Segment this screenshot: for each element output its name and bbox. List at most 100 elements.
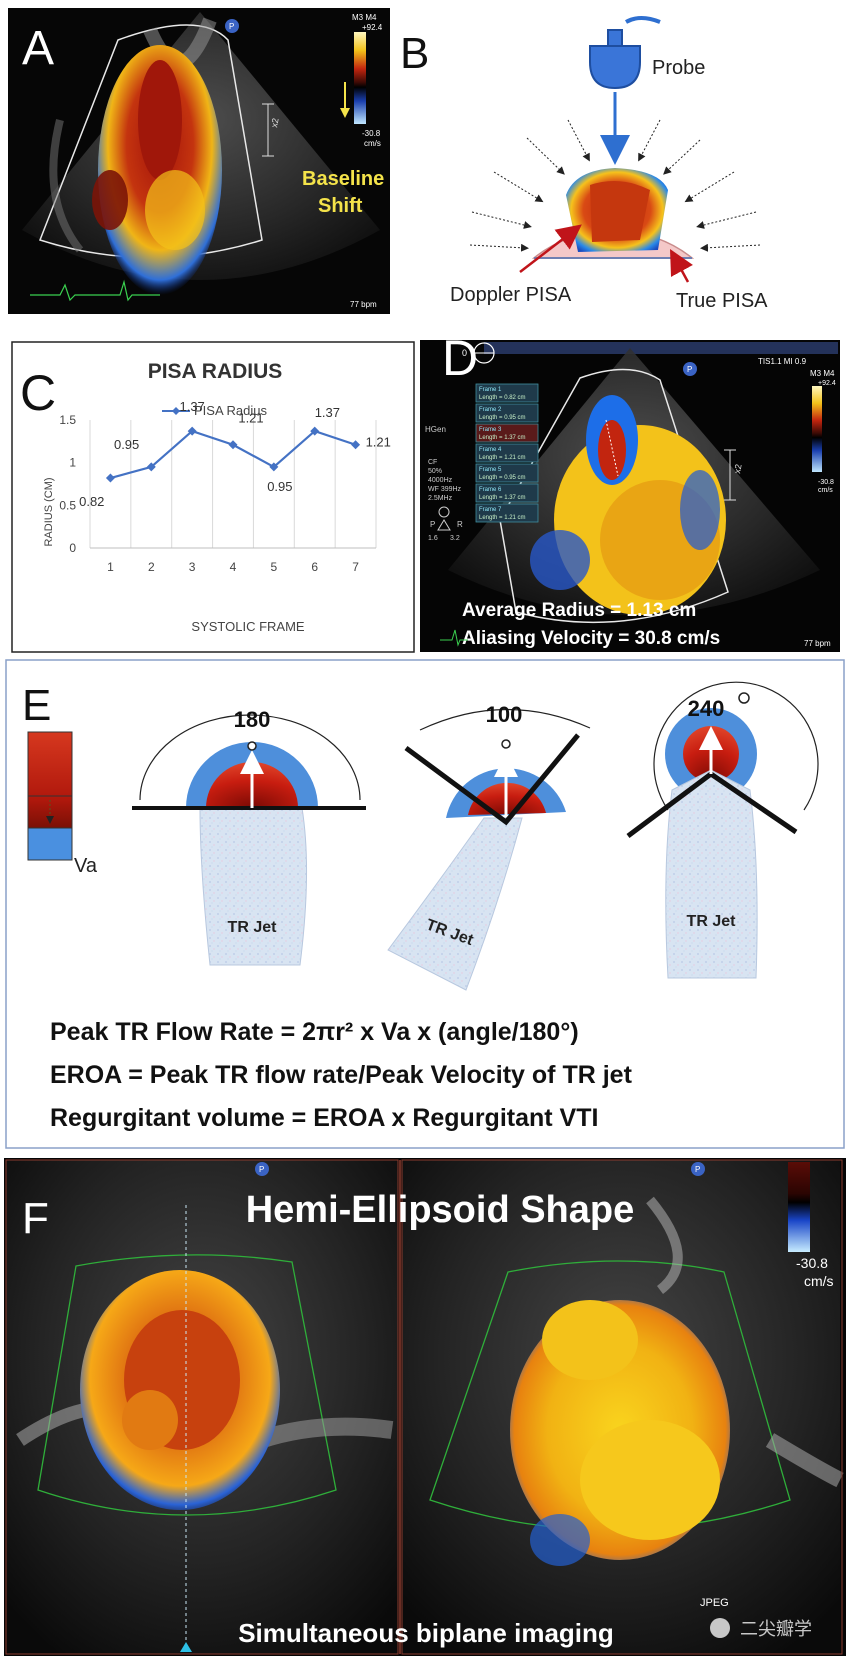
- scale-bottom-label: -30.8: [362, 129, 381, 138]
- probe-icon: [589, 45, 641, 90]
- frame-box: [475, 503, 539, 523]
- biplane-caption: Simultaneous biplane imaging: [238, 1618, 614, 1648]
- probe-marker-icon: [225, 19, 239, 33]
- color-box-outline: [429, 1260, 791, 1531]
- scale-top-label: +92.4: [818, 380, 836, 387]
- color-flow-setting: CF: [428, 459, 437, 466]
- valve-leaflets: [404, 733, 580, 826]
- frame-box: [475, 463, 539, 483]
- frame-name: Frame 4: [479, 447, 502, 453]
- probe-marker-icon: [691, 1162, 705, 1176]
- tr-jet: [665, 769, 758, 979]
- y-tick-label: 1: [69, 456, 76, 470]
- panel-a-letter: A: [22, 22, 54, 75]
- y-tick-label: 0.5: [59, 498, 76, 512]
- frame-measurement: Frame 6 Length = 1.37 cm: [475, 483, 539, 503]
- color-flow-setting: WF 399Hz: [428, 486, 462, 493]
- biplane-view-2: P -30.8 cm/s JPEG: [402, 1160, 844, 1654]
- angle-100-label: 100: [486, 702, 523, 727]
- va-label: Va: [74, 855, 98, 877]
- y-axis-label: RADIUS (CM): [43, 477, 55, 546]
- panel-d-letter: D: [442, 330, 478, 386]
- hgen-label: HGen: [425, 425, 446, 434]
- wechat-icon: [710, 1618, 730, 1638]
- watermark-text: 二尖瓣学: [740, 1619, 812, 1639]
- data-point: [310, 426, 320, 436]
- x-tick-label: 4: [230, 560, 237, 574]
- frame-measurement: Frame 4 Length = 1.21 cm: [475, 443, 539, 463]
- scale-top-label: +92.4: [362, 23, 383, 32]
- velocity-scale-bar: [788, 1162, 810, 1252]
- data-label: 0.95: [114, 437, 139, 452]
- frame-name: Frame 6: [479, 487, 502, 493]
- scale-mode-label: M3 M4: [352, 13, 377, 22]
- frame-box: [475, 403, 539, 423]
- probe-marker-icon: [683, 362, 697, 376]
- jpeg-label: JPEG: [700, 1597, 729, 1609]
- panel-b-letter: B: [400, 29, 429, 78]
- color-box-outline: [499, 368, 729, 623]
- flow-rate-formula: Peak TR Flow Rate = 2πr² x Va x (angle/1…: [50, 1018, 579, 1046]
- pisa-radius-series: 0.82 0.95 1.37 1.21 0.95 1.37 1.21: [79, 399, 391, 509]
- depth-label: 0: [462, 348, 467, 358]
- hemi-ellipsoid-title: Hemi-Ellipsoid Shape: [246, 1189, 635, 1231]
- zoom-label: x2: [269, 117, 281, 128]
- heart-rate-label: 77 bpm: [350, 300, 377, 309]
- frame-box: [475, 483, 539, 503]
- color-box-outline: [39, 24, 263, 259]
- tr-jet: [199, 807, 308, 966]
- doppler-pisa-pointer: [519, 224, 582, 273]
- x-tick-label: 7: [352, 560, 359, 574]
- scale-bottom-label: -30.8: [796, 1255, 828, 1271]
- aliasing-band: [27, 827, 73, 861]
- frame-length: Length = 0.95 cm: [479, 475, 526, 481]
- color-flow-settings: CF 50% 4000Hz WF 399Hz 2.5MHz: [428, 459, 462, 502]
- probe-marker-label: P: [695, 1165, 700, 1174]
- x-tick-labels: 1 2 3 4 5 6 7: [107, 560, 359, 574]
- angle-180-label: 180: [234, 707, 271, 732]
- average-radius-label: Average Radius = 1.13 cm: [462, 600, 696, 621]
- tr-jet: [387, 817, 523, 991]
- data-label: 1.37: [315, 405, 340, 420]
- panel-c-letter: C: [20, 365, 56, 421]
- frame-name: Frame 2: [479, 407, 502, 413]
- panel-c: C PISA RADIUS PISA Radius RADIUS (CM) SY…: [11, 341, 415, 653]
- data-label: 0.95: [267, 479, 292, 494]
- y-tick-label: 0: [69, 541, 76, 555]
- panel-f: P P -30.8 cm/s JPEG F Hemi-Ellipsoid Sha…: [4, 1158, 846, 1656]
- vertical-gridlines: [89, 420, 377, 549]
- frame-box: [475, 383, 539, 403]
- true-pisa-label: True PISA: [676, 290, 768, 312]
- legend-label: PISA Radius: [194, 403, 267, 418]
- frame-name: Frame 3: [479, 427, 502, 433]
- tr-jet-label: TR Jet: [228, 919, 278, 936]
- shift-label: Shift: [318, 195, 363, 217]
- data-point: [228, 440, 238, 450]
- data-point: [351, 440, 361, 450]
- thermal-index-label: TIS1.1 MI 0.9: [758, 357, 807, 366]
- aliasing-velocity-label: Aliasing Velocity = 30.8 cm/s: [462, 628, 720, 649]
- frame-name: Frame 5: [479, 467, 502, 473]
- angle-arc: [419, 708, 591, 731]
- frame-measurement: Frame 5 Length = 0.95 cm: [475, 463, 539, 483]
- frame-box: [475, 423, 539, 443]
- doppler-pisa-label: Doppler PISA: [450, 284, 572, 306]
- frame-length: Length = 1.21 cm: [479, 515, 526, 521]
- panel-b: B Probe Doppler PISA True PISA: [400, 16, 768, 312]
- data-point: [105, 473, 115, 483]
- data-point: [269, 462, 279, 472]
- ecg-trace: [30, 279, 160, 302]
- range-max: 3.2: [450, 535, 460, 542]
- velocity-scale-bar: [812, 386, 822, 472]
- frame-length: Length = 1.37 cm: [479, 435, 526, 441]
- x-tick-label: 5: [271, 560, 278, 574]
- chart-title: PISA RADIUS: [148, 360, 283, 383]
- eroa-formula: EROA = Peak TR flow rate/Peak Velocity o…: [50, 1061, 633, 1089]
- frame-name: Frame 1: [479, 387, 502, 393]
- true-pisa-pointer: [670, 249, 693, 283]
- probe-marker-label: P: [259, 1165, 264, 1174]
- baseline-label: Baseline: [302, 168, 384, 190]
- frame-measurement-list: Frame 1 Length = 0.82 cm Frame 2 Length = 0…: [475, 383, 539, 523]
- frame-length: Length = 1.37 cm: [479, 495, 526, 501]
